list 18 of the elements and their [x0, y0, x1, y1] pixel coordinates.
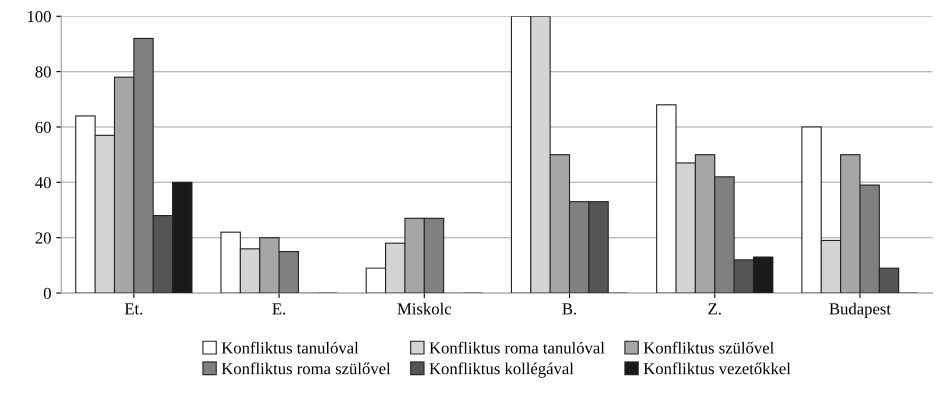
y-tick-label: 20 [36, 232, 51, 244]
x-tick-label: Z. [708, 303, 721, 315]
legend-label: Konfliktus roma szülővel [222, 362, 390, 374]
x-tick-label: E. [272, 303, 286, 315]
y-tick-label: 80 [35, 66, 51, 78]
x-tick-label: Et. [124, 303, 142, 315]
legend-label: Konfliktus kollégával [429, 362, 574, 378]
legend-label: Konfliktus szülővel [644, 342, 774, 354]
y-tick-label: 100 [28, 10, 51, 22]
x-tick-label: B. [562, 303, 576, 315]
legend-label: Konfliktus vezetőkkel [644, 362, 791, 374]
x-tick-label: Budapest [829, 302, 891, 318]
y-tick-label: 0 [44, 288, 51, 299]
y-tick-label: 60 [36, 122, 51, 133]
legend-label: Konfliktus roma tanulóval [429, 342, 605, 354]
x-tick-label: Miskolc [397, 302, 452, 314]
y-tick-label: 40 [35, 177, 51, 188]
legend-label: Konfliktus tanulóval [222, 342, 358, 354]
